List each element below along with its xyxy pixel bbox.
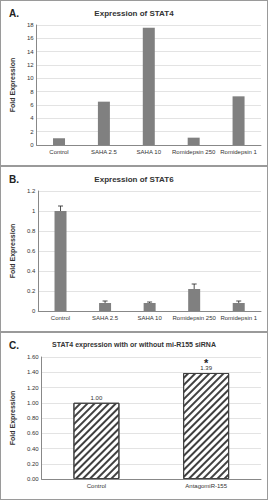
svg-text:Romidepsin 250: Romidepsin 250 [172,149,216,155]
svg-text:14: 14 [27,49,34,55]
svg-text:Control: Control [51,315,70,321]
svg-text:1.40: 1.40 [27,369,39,375]
svg-text:AntagomiR-155: AntagomiR-155 [185,483,227,489]
svg-text:0.80: 0.80 [27,415,39,421]
svg-text:Fold Expression: Fold Expression [9,224,17,278]
svg-text:1: 1 [32,208,36,214]
svg-text:8: 8 [30,89,34,95]
svg-text:Expression of STAT6: Expression of STAT6 [94,175,174,184]
svg-text:Fold Expression: Fold Expression [9,58,17,112]
svg-text:0.60: 0.60 [27,430,39,436]
svg-text:SAHA 2.5: SAHA 2.5 [92,315,119,321]
svg-text:A.: A. [9,8,19,19]
svg-text:1.00: 1.00 [27,400,39,406]
svg-text:SAHA 10: SAHA 10 [137,315,162,321]
svg-text:16: 16 [27,35,34,41]
svg-text:0.2: 0.2 [27,288,36,294]
svg-text:0.20: 0.20 [27,461,39,467]
svg-text:0.8: 0.8 [27,228,36,234]
svg-text:4: 4 [30,115,34,121]
svg-text:1.39: 1.39 [200,365,212,371]
svg-text:0.40: 0.40 [27,446,39,452]
svg-text:Control: Control [49,149,68,155]
svg-text:0: 0 [32,308,36,314]
svg-text:0.6: 0.6 [27,248,36,254]
svg-text:Fold Expression: Fold Expression [9,391,17,445]
svg-text:18: 18 [27,22,34,28]
svg-text:Control: Control [87,483,106,489]
svg-text:0: 0 [30,142,34,148]
svg-text:STAT4 expression with or witho: STAT4 expression with or without mi-R155… [52,341,216,349]
svg-text:0.4: 0.4 [27,268,36,274]
svg-text:Expression of STAT4: Expression of STAT4 [94,9,174,18]
svg-text:1.00: 1.00 [91,395,103,401]
svg-text:1.2: 1.2 [27,188,36,194]
svg-text:2: 2 [30,129,34,135]
svg-text:Romidepsin 250: Romidepsin 250 [172,315,216,321]
svg-text:10: 10 [27,75,34,81]
svg-text:B.: B. [9,174,19,185]
svg-text:Romidepsin 1: Romidepsin 1 [220,315,257,321]
svg-text:6: 6 [30,102,34,108]
svg-text:0.00: 0.00 [27,476,39,482]
svg-text:SAHA 10: SAHA 10 [137,149,162,155]
svg-text:SAHA 2.5: SAHA 2.5 [91,149,118,155]
svg-text:Romidepsin 1: Romidepsin 1 [220,149,257,155]
svg-text:12: 12 [27,62,34,68]
svg-text:1.20: 1.20 [27,385,39,391]
svg-text:1.60: 1.60 [27,354,39,360]
svg-text:C.: C. [9,340,19,351]
